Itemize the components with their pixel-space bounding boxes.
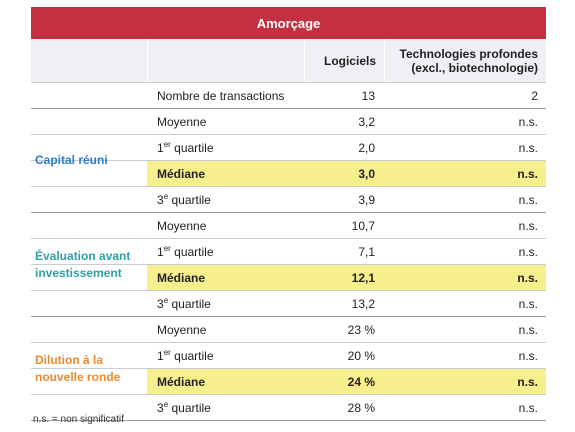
table-row: 3e quartile 28 % n.s. [157, 399, 538, 415]
table-row: Moyenne 10,7 n.s. [31, 213, 546, 239]
header-row: Logiciels Technologies profondes (excl.,… [31, 39, 546, 83]
header-logiciels: Logiciels [305, 39, 385, 82]
data-table: Amorçage Logiciels Technologies profonde… [31, 7, 546, 421]
group-capital: Capital réuni Moyenne 3,2 n.s. 1er quart… [31, 109, 546, 213]
cell-logiciels: 13 [361, 88, 375, 103]
group-evaluation: Évaluation avant investissement Moyenne 1… [31, 213, 546, 317]
table-row: 1er quartile 2,0 n.s. [31, 135, 546, 161]
table-row: Moyenne 23 % n.s. [31, 317, 546, 343]
group-dilution: Dilution à la nouvelle ronde Moyenne 23 %… [31, 317, 546, 421]
table-row: 3e quartile 3,9 n.s. [157, 191, 538, 207]
table-row-median: Médiane 3,0 n.s. [31, 161, 546, 187]
table-row: Moyenne 3,2 n.s. [31, 109, 546, 135]
table-row-median: Médiane 12,1 n.s. [31, 265, 546, 291]
table-row: 3e quartile 13,2 n.s. [157, 295, 538, 311]
table-row: 1er quartile 20 % n.s. [31, 343, 546, 369]
group-label: Dilution à la nouvelle ronde [35, 352, 121, 384]
cell-tech: 2 [531, 88, 538, 103]
footnote: n.s. = non significatif [33, 414, 124, 425]
header-tech: Technologies profondes (excl., biotechno… [399, 46, 538, 75]
table-row: Nombre de transactions 13 2 [31, 83, 546, 109]
row-label: Nombre de transactions [157, 88, 285, 103]
group-label: Capital réuni [35, 153, 108, 167]
table-row: 1er quartile 7,1 n.s. [31, 239, 546, 265]
table-title: Amorçage [31, 7, 546, 39]
group-label: Évaluation avant investissement [35, 248, 131, 280]
table-row-median: Médiane 24 % n.s. [31, 369, 546, 395]
